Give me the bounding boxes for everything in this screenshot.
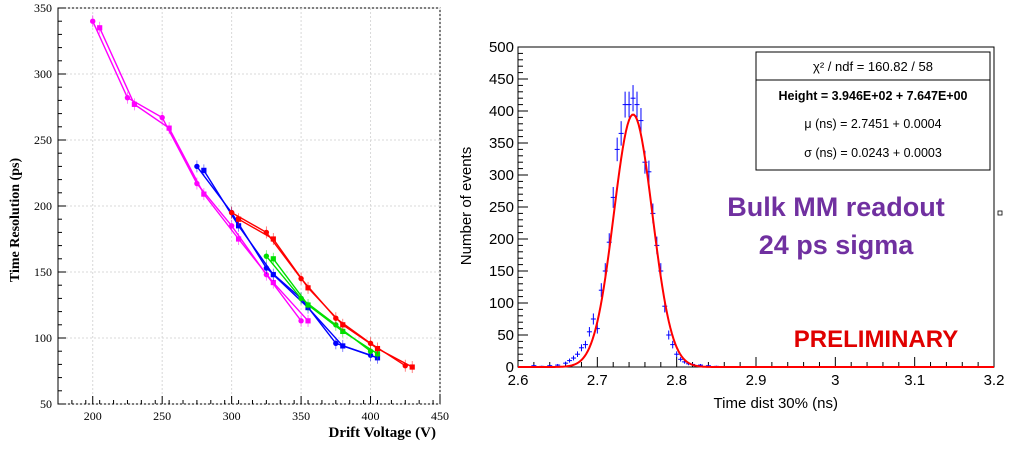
right-y-tick-label: 150	[489, 263, 514, 280]
stats-box-frame	[755, 51, 991, 171]
left-y-axis-label: Time Resolution (ps)	[8, 158, 23, 283]
left-data-point	[228, 209, 235, 216]
left-data-point	[270, 256, 276, 262]
right-x-tick-label: 2.8	[666, 372, 687, 389]
gaussian-fit-curve	[518, 113, 994, 368]
right-x-tick-label: 3.2	[984, 372, 1005, 389]
right-x-tick-label: 2.7	[587, 372, 608, 389]
left-data-point	[374, 345, 381, 352]
left-data-point	[270, 236, 276, 242]
right-x-axis-label: Time dist 30% (ns)	[714, 395, 838, 412]
time-resolution-plot: 200 250 300 350 400 450 50 100 150 200 250 300 350 D…	[8, 1, 449, 441]
left-data-point	[333, 340, 339, 346]
right-ticks: 2.6 2.7 2.8 2.9 3 3.1 3.2 0 50 100 150 200 250 300 350…	[489, 39, 1004, 389]
right-y-tick-label: 400	[489, 103, 514, 120]
stats-chi2: χ² / ndf = 160.82 / 58	[813, 59, 933, 74]
left-data-point	[97, 25, 103, 31]
right-y-tick-label: 250	[489, 199, 514, 216]
stats-mu: μ (ns) = 2.7451 + 0.0004	[804, 117, 941, 131]
left-data-point	[235, 223, 242, 229]
left-data-point	[340, 328, 346, 334]
left-x-tick-label: 250	[153, 409, 171, 423]
left-y-tick-label: 50	[40, 397, 52, 411]
right-x-tick-label: 3	[831, 372, 839, 389]
left-x-tick-label: 200	[84, 409, 102, 423]
right-x-tick-label: 2.9	[746, 372, 767, 389]
right-y-tick-label: 450	[489, 71, 514, 88]
left-data-point	[201, 191, 207, 197]
left-series	[90, 15, 415, 374]
right-x-tick-label: 3.1	[904, 372, 925, 389]
left-data-point	[340, 343, 346, 349]
small-marker-square	[997, 210, 1003, 216]
left-y-tick-label: 200	[34, 199, 52, 213]
left-data-point	[235, 236, 242, 242]
left-x-axis-label: Drift Voltage (V)	[329, 425, 436, 441]
right-y-tick-label: 500	[489, 39, 514, 56]
right-y-tick-label: 350	[489, 135, 514, 152]
left-series-red-squares	[235, 213, 415, 374]
left-data-point	[270, 279, 276, 286]
right-x-tick-label: 2.6	[508, 372, 529, 389]
left-data-point	[409, 364, 415, 370]
stats-height: Height = 3.946E+02 + 7.647E+00	[778, 89, 967, 103]
left-series-line	[203, 169, 378, 359]
right-y-tick-label: 0	[506, 359, 514, 376]
annotation-readout: Bulk MM readout	[727, 192, 945, 222]
left-x-tick-label: 350	[292, 409, 310, 423]
left-series-magenta-squares	[97, 21, 311, 327]
right-y-tick-label: 300	[489, 167, 514, 184]
left-data-point	[166, 125, 172, 131]
left-y-tick-label: 250	[34, 133, 52, 147]
left-plot-frame	[57, 7, 441, 405]
left-data-point	[263, 253, 270, 259]
left-x-tick-label: 300	[223, 409, 241, 423]
left-data-point	[305, 285, 311, 291]
left-data-point	[270, 272, 276, 278]
left-data-point	[298, 318, 304, 324]
right-y-tick-label: 200	[489, 231, 514, 248]
left-data-point	[305, 318, 311, 324]
left-data-point	[194, 163, 200, 170]
stats-sigma: σ (ns) = 0.0243 + 0.0003	[804, 146, 942, 160]
left-y-tick-label: 350	[34, 1, 52, 15]
left-y-tick-label: 300	[34, 67, 52, 81]
left-y-tick-label: 100	[34, 331, 52, 345]
left-grid	[58, 7, 441, 405]
right-y-tick-label: 50	[497, 327, 514, 344]
left-data-point	[333, 322, 339, 328]
left-x-tick-label: 400	[362, 409, 380, 423]
right-y-axis-label: Number of events	[458, 147, 475, 265]
left-data-point	[159, 114, 165, 121]
left-data-point	[131, 101, 137, 107]
left-data-point	[305, 302, 311, 308]
left-series-line	[238, 218, 413, 368]
left-y-tick-label: 150	[34, 265, 52, 279]
left-data-point	[124, 95, 131, 101]
annotation-sigma: 24 ps sigma	[759, 230, 915, 260]
left-data-point	[340, 322, 346, 328]
left-data-point	[201, 167, 207, 173]
left-data-point	[235, 216, 242, 222]
fit-stats-box: χ² / ndf = 160.82 / 58 Height = 3.946E+0…	[755, 51, 991, 171]
left-data-point	[90, 18, 96, 24]
right-y-tick-label: 100	[489, 295, 514, 312]
left-ticks: 200 250 300 350 400 450 50 100 150 200 250 300 350	[34, 1, 449, 423]
annotation-preliminary: PRELIMINARY	[794, 326, 958, 353]
left-x-tick-label: 450	[431, 409, 449, 423]
left-series-line	[272, 258, 378, 355]
time-distribution-histogram: 2.6 2.7 2.8 2.9 3 3.1 3.2 0 50 100 150 200 250 300 350…	[458, 39, 1004, 412]
